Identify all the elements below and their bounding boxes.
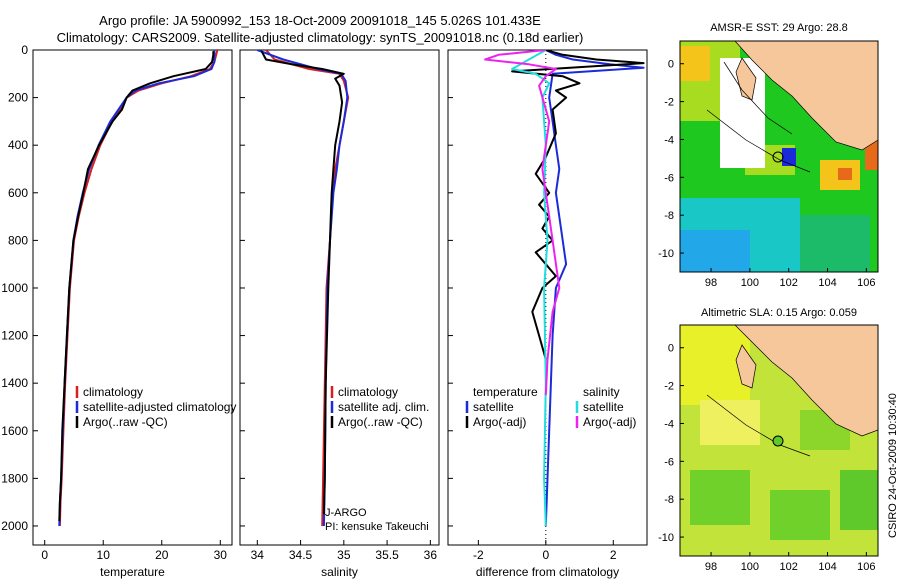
difference-line [544,50,645,527]
temperature-legend-label: Argo(..raw -QC) [83,415,168,429]
temperature-ytick-label: 1600 [1,424,28,438]
temperature-ytick-label: 800 [8,233,28,247]
difference-xtick-label: 0 [542,548,549,562]
sla_map-xtick-label: 104 [818,561,836,573]
salinity-xlabel: salinity [321,565,358,579]
temperature-ytick-label: 0 [21,43,28,57]
salinity-xtick-label: 34.5 [289,548,313,562]
sst_map-ytick-label: -4 [664,134,674,146]
temperature-legend-label: satellite-adjusted climatology [83,400,236,414]
salinity-xtick-label: 34 [251,548,265,562]
sst_map-ytick-label: -10 [658,248,674,260]
salinity-series-group [256,50,350,527]
sst_map-xtick-label: 98 [705,277,717,289]
difference-legend-label: Argo(-adj) [473,415,526,429]
temperature-ytick-label: 1200 [1,329,28,343]
difference-legend-label: temperature [473,385,538,399]
sst_map-ytick-label: -8 [664,210,674,222]
difference-xtick-label: -2 [473,548,484,562]
temperature-series-group [58,50,219,527]
salinity-xtick-label: 36 [424,548,438,562]
temperature-xtick-label: 20 [155,548,169,562]
temperature-xtick-label: 30 [214,548,228,562]
sla_map-xtick-label: 98 [705,561,717,573]
temperature-xlabel: temperature [100,565,165,579]
pi-label: PI: kensuke Takeuchi [325,521,429,533]
sla-map-title: Altimetric SLA: 0.15 Argo: 0.059 [701,307,857,319]
salinity-frame [239,49,440,546]
temperature-ytick-label: 2000 [1,519,28,533]
temperature-ytick-label: 1800 [1,471,28,485]
difference-line [511,50,645,360]
difference-line [511,50,551,527]
temperature-xtick-label: 10 [97,548,111,562]
sla_map-ytick-label: 0 [668,343,674,355]
sst_map-ytick-label: -2 [664,97,674,109]
salinity-xtick-label: 35 [337,548,351,562]
temperature-ytick-label: 1400 [1,376,28,390]
sla_map-xtick-label: 100 [741,561,759,573]
temperature-ytick-label: 400 [8,138,28,152]
difference-legend-label: Argo(-adj) [583,415,636,429]
sla_map-ytick-label: -10 [658,532,674,544]
difference-xlabel: difference from climatology [476,565,619,579]
temperature-line [58,50,219,527]
salinity-line [265,50,350,527]
salinity-line [260,50,345,515]
plot-layer: 0 10 20 30temperature0200400600800100012001… [1,43,875,579]
temperature-line [58,50,216,527]
difference-line [484,50,561,396]
temperature-legend-label: climatology [83,385,143,399]
sla-map [679,324,879,557]
salinity-legend-label: Argo(..raw -QC) [338,415,423,429]
sla_map-ytick-label: -6 [664,456,674,468]
difference-series-group [484,50,645,527]
temperature-ytick-label: 1000 [1,281,28,295]
difference-xtick-label: 2 [610,548,617,562]
temperature-frame [32,49,233,546]
salinity-xtick-label: 35.5 [375,548,399,562]
sst_map-ytick-label: 0 [668,59,674,71]
sla_map-ytick-label: -2 [664,381,674,393]
sst_map-xtick-label: 100 [741,277,759,289]
timestamp-label: CSIRO 24-Oct-2009 10:30:40 [887,393,899,538]
difference-legend-label: satellite [473,400,514,414]
sla_map-xtick-label: 106 [857,561,875,573]
temperature-ytick-label: 600 [8,186,28,200]
sla_map-ytick-label: -4 [664,418,674,430]
temperature-ytick-label: 200 [8,91,28,105]
salinity-legend-label: climatology [338,385,398,399]
difference-legend-label: satellite [583,400,624,414]
sla_map-ytick-label: -8 [664,494,674,506]
sst_map-xtick-label: 104 [818,277,836,289]
float-program-label: J-ARGO [325,507,367,519]
difference-legend-label: salinity [583,385,620,399]
sst_map-xtick-label: 102 [780,277,798,289]
temperature-line [58,51,215,522]
sla_map-xtick-label: 102 [780,561,798,573]
salinity-legend-label: satellite adj. clim. [338,400,429,414]
sst_map-ytick-label: -6 [664,172,674,184]
salinity-line [256,50,349,527]
profile-title: Argo profile: JA 5900992_153 18-Oct-2009… [99,13,541,28]
sst-map [679,40,879,273]
climatology-title: Climatology: CARS2009. Satellite-adjuste… [56,30,584,45]
sst_map-xtick-label: 106 [857,277,875,289]
temperature-xtick-label: 0 [41,548,48,562]
sst-map-title: AMSR-E SST: 29 Argo: 28.8 [710,22,848,34]
